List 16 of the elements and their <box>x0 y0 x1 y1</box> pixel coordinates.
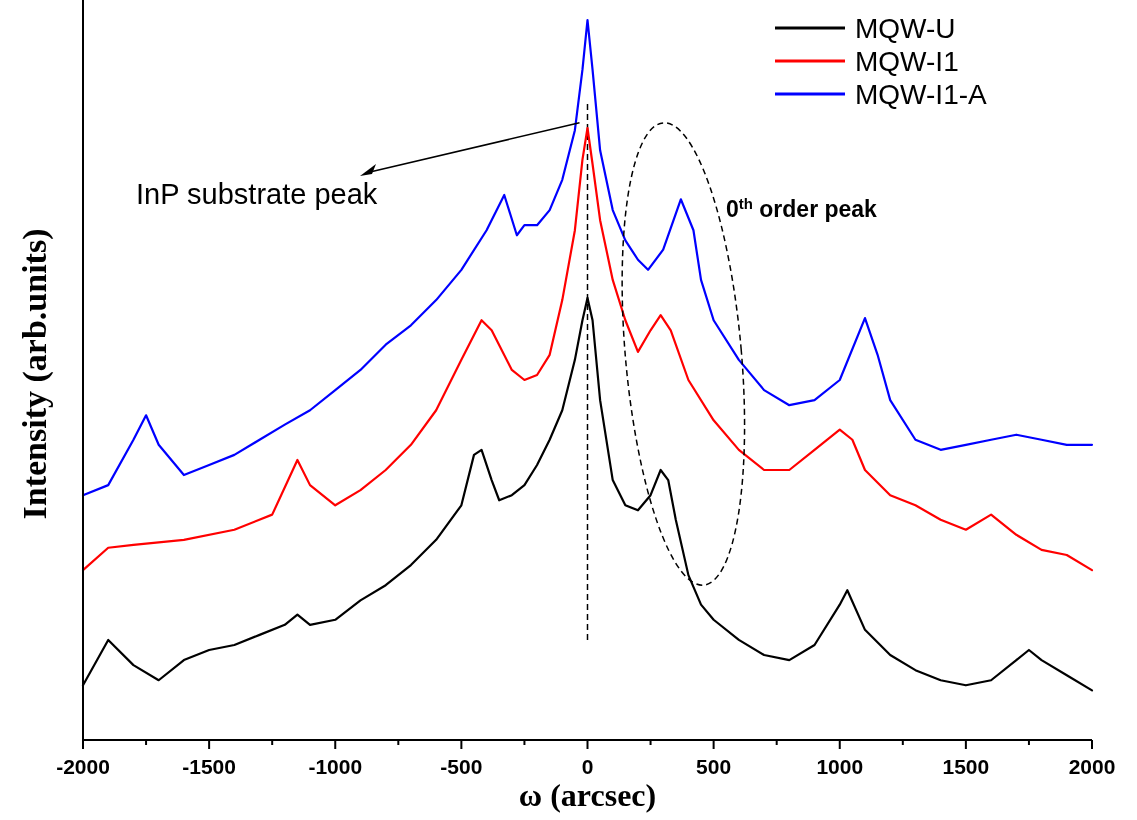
x-tick-label: 500 <box>696 755 732 778</box>
x-tick-label: 1000 <box>816 755 864 778</box>
x-axis-title: ω (arcsec) <box>518 777 657 813</box>
legend-label: MQW-I1 <box>855 46 959 77</box>
x-tick-label: 0 <box>581 755 594 778</box>
legend-label: MQW-I1-A <box>855 79 988 110</box>
annotation: InP substrate peak <box>136 178 378 210</box>
annotation: 0$^{th}$ order peak <box>726 194 878 222</box>
x-tick-label: -1000 <box>308 755 363 778</box>
x-tick-label: -1500 <box>182 755 236 778</box>
x-tick-label: -500 <box>440 755 483 778</box>
x-tick-label: -2000 <box>56 755 110 778</box>
x-tick-label: 1500 <box>942 755 990 778</box>
y-axis-title: Intensity (arb.units) <box>16 228 54 520</box>
x-tick-label: 2000 <box>1068 755 1116 778</box>
legend-label: MQW-U <box>855 13 956 44</box>
